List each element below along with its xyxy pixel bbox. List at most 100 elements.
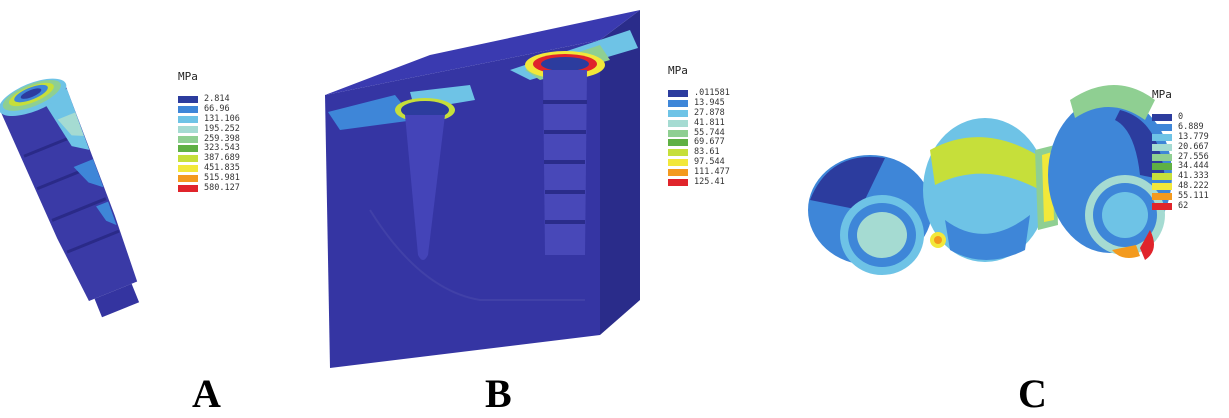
legend-row: 69.677: [668, 138, 730, 148]
bridge-stress-model: [808, 85, 1172, 275]
legend-value: 69.677: [694, 137, 725, 148]
legend-swatch: [1152, 133, 1172, 141]
legend-row: 13.945: [668, 99, 730, 109]
legend-value: 131.106: [204, 113, 240, 124]
legend-row: 97.544: [668, 156, 730, 168]
legend-unit: MPa: [178, 70, 198, 83]
stress-legend: MPa 0 6.889 13.779 20.667 27.556 34.444 41.333…: [1152, 88, 1209, 211]
panel-label: C: [1018, 371, 1047, 416]
legend-swatch: [1152, 163, 1172, 171]
legend-unit: MPa: [668, 64, 688, 77]
legend-row: 259.398: [178, 134, 240, 144]
legend-swatch: [668, 139, 688, 147]
legend-value: 48.222: [1178, 180, 1209, 191]
legend-swatch: [668, 100, 688, 108]
legend-swatch: [668, 119, 688, 127]
legend-row: 125.41: [668, 177, 730, 187]
legend-value: 6.889: [1178, 122, 1204, 133]
legend-row: 34.444: [1152, 162, 1209, 172]
legend-value: 259.398: [204, 133, 240, 144]
legend-swatch: [1152, 173, 1172, 181]
legend-row: 387.689: [178, 154, 240, 164]
legend-swatch: [668, 178, 688, 186]
legend-row: 451.835: [178, 162, 240, 174]
legend-row: 41.333: [1152, 172, 1209, 182]
legend-swatch: [178, 155, 198, 163]
legend-value: 20.667: [1178, 141, 1209, 152]
bone-block-stress-model: [325, 10, 640, 368]
legend-row: 323.543: [178, 144, 240, 154]
legend-row: 27.878: [668, 107, 730, 119]
legend-value: 13.945: [694, 98, 725, 109]
legend-entries: 2.814 66.96 131.106 195.252 259.398 323.543 38…: [178, 95, 240, 193]
legend-swatch: [668, 129, 688, 137]
legend-value: 580.127: [204, 182, 240, 193]
legend-row: 0: [1152, 113, 1209, 123]
legend-swatch: [1152, 192, 1172, 200]
legend-row: 27.556: [1152, 152, 1209, 162]
legend-value: 2.814: [204, 94, 230, 105]
legend-value: 66.96: [204, 104, 230, 115]
legend-row: 55.111: [1152, 191, 1209, 201]
legend-row: 13.779: [1152, 131, 1209, 143]
legend-swatch: [178, 125, 198, 133]
legend-swatch: [668, 109, 688, 117]
legend-swatch: [178, 135, 198, 143]
legend-row: 131.106: [178, 113, 240, 125]
legend-swatch: [1152, 114, 1172, 122]
legend-value: 27.878: [694, 107, 725, 118]
legend-row: 195.252: [178, 124, 240, 134]
legend-row: 41.811: [668, 118, 730, 128]
legend-row: 111.477: [668, 167, 730, 177]
legend-value: 27.556: [1178, 151, 1209, 162]
legend-value: 41.333: [1178, 171, 1209, 182]
legend-value: 13.779: [1178, 131, 1209, 142]
legend-value: 111.477: [694, 166, 730, 177]
legend-row: 6.889: [1152, 123, 1209, 133]
implant-stress-model: [0, 78, 140, 318]
legend-value: 97.544: [694, 156, 725, 167]
legend-row: 20.667: [1152, 142, 1209, 152]
stress-legend: MPa 2.814 66.96 131.106 195.252 259.398 323.5…: [178, 70, 240, 193]
legend-value: 387.689: [204, 153, 240, 164]
legend-value: .011581: [694, 88, 730, 99]
legend-swatch: [668, 158, 688, 166]
legend-row: 66.96: [178, 105, 240, 115]
legend-swatch: [668, 168, 688, 176]
stress-legend: MPa .011581 13.945 27.878 41.811 55.744 69.67…: [668, 64, 730, 187]
legend-swatch: [1152, 202, 1172, 210]
legend-value: 323.543: [204, 143, 240, 154]
legend-swatch: [1152, 124, 1172, 132]
legend-row: 2.814: [178, 95, 240, 105]
panel-label: B: [485, 371, 512, 416]
legend-row: 515.981: [178, 173, 240, 183]
legend-swatch: [668, 90, 688, 98]
legend-swatch: [178, 106, 198, 114]
legend-swatch: [1152, 143, 1172, 151]
legend-value: 0: [1178, 112, 1184, 123]
legend-row: .011581: [668, 89, 730, 99]
legend-unit: MPa: [1152, 88, 1172, 101]
legend-swatch: [1152, 153, 1172, 161]
legend-value: 62: [1178, 200, 1189, 211]
legend-row: 83.61: [668, 148, 730, 158]
legend-swatch: [668, 149, 688, 157]
legend-swatch: [178, 164, 198, 172]
legend-row: 48.222: [1152, 180, 1209, 192]
legend-value: 55.111: [1178, 190, 1209, 201]
panel-b: MPa .011581 13.945 27.878 41.811 55.744 69.67…: [300, 0, 820, 418]
legend-swatch: [1152, 182, 1172, 190]
legend-row: 55.744: [668, 128, 730, 138]
legend-value: 451.835: [204, 162, 240, 173]
legend-value: 125.41: [694, 176, 725, 187]
panel-a: MPa 2.814 66.96 131.106 195.252 259.398 323.5…: [0, 0, 290, 418]
legend-value: 34.444: [1178, 161, 1209, 172]
panel-c: MPa 0 6.889 13.779 20.667 27.556 34.444 41.333…: [800, 0, 1229, 418]
legend-value: 195.252: [204, 123, 240, 134]
legend-value: 55.744: [694, 127, 725, 138]
legend-swatch: [178, 115, 198, 123]
panel-label: A: [192, 371, 221, 416]
legend-value: 41.811: [694, 117, 725, 128]
legend-entries: 0 6.889 13.779 20.667 27.556 34.444 41.333 48.2…: [1152, 113, 1209, 211]
legend-swatch: [178, 184, 198, 192]
